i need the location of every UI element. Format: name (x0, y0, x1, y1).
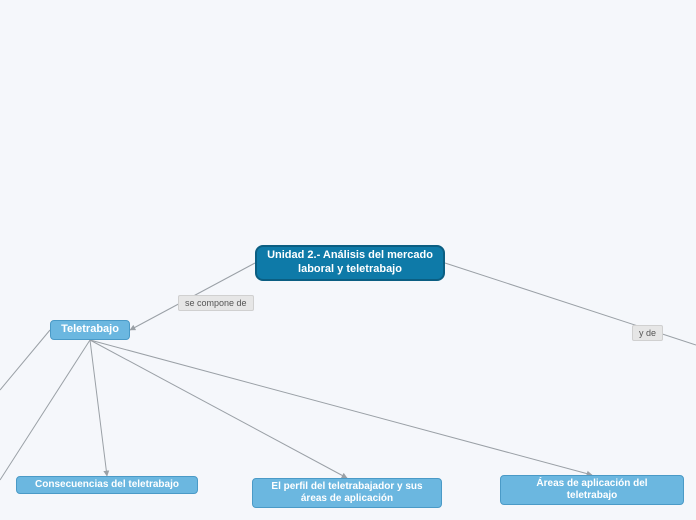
diagram-canvas: Unidad 2.- Análisis del mercado laboral … (0, 0, 696, 520)
edge (90, 340, 107, 476)
node-consecuencias[interactable]: Consecuencias del teletrabajo (16, 476, 198, 494)
edge (90, 340, 347, 478)
edge-label: se compone de (178, 295, 254, 311)
node-perfil[interactable]: El perfil del teletrabajador y sus áreas… (252, 478, 442, 508)
node-label: Unidad 2.- Análisis del mercado laboral … (267, 249, 433, 277)
node-label: Áreas de aplicación del teletrabajo (511, 478, 673, 503)
edge-label: y de (632, 325, 663, 341)
node-label: Consecuencias del teletrabajo (35, 479, 179, 492)
node-root[interactable]: Unidad 2.- Análisis del mercado laboral … (255, 245, 445, 281)
node-label: El perfil del teletrabajador y sus áreas… (263, 481, 431, 506)
edge (90, 340, 592, 475)
edge (0, 330, 50, 390)
node-areas[interactable]: Áreas de aplicación del teletrabajo (500, 475, 684, 505)
node-teletrabajo[interactable]: Teletrabajo (50, 320, 130, 340)
node-label: Teletrabajo (61, 323, 119, 337)
edge (0, 340, 90, 480)
